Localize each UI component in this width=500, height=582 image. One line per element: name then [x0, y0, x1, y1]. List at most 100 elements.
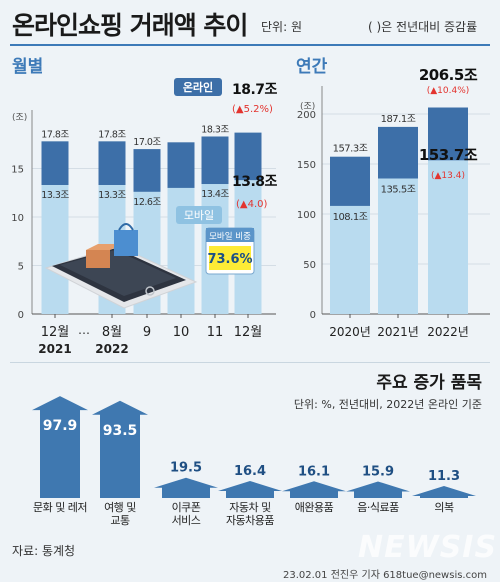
yearly-latest-online-value: 206.5조 — [419, 66, 478, 84]
item-value-label: 19.5 — [170, 461, 202, 476]
header-divider — [10, 44, 490, 46]
package-box-top — [86, 244, 122, 250]
monthly-label-online: 18.3조 — [201, 124, 229, 135]
item-value-label: 97.9 — [43, 418, 78, 434]
item-arrow — [218, 480, 282, 498]
mobile-share-highlight — [209, 246, 251, 270]
shopping-bag-handle — [118, 223, 134, 231]
monthly-x-sublabel: 2021 — [38, 342, 71, 356]
yearly-label-mobile: 108.1조 — [333, 212, 368, 223]
item-value-label: 93.5 — [103, 423, 138, 439]
watermark: NEWSIS — [358, 530, 498, 565]
yearly-y-tick: 0 — [310, 310, 316, 321]
shopping-bag-icon — [114, 230, 138, 256]
yearly-label-mobile: 135.5조 — [381, 185, 416, 196]
yearly-bar-mobile — [378, 178, 418, 314]
legend-online-label: 온라인 — [183, 80, 213, 94]
monthly-x-sublabel: 2022 — [95, 342, 128, 356]
item-arrow — [154, 477, 218, 498]
monthly-y-unit: (조) — [12, 113, 27, 123]
yearly-y-tick: 100 — [297, 210, 316, 221]
item-arrow — [32, 396, 88, 498]
monthly-gap-marker: … — [78, 323, 90, 337]
item-category-label: 의복 — [434, 501, 454, 514]
yearly-latest-online-change: (▲10.4%) — [427, 86, 470, 96]
yearly-y-tick: 200 — [297, 110, 316, 121]
item-arrow — [282, 481, 346, 498]
mobile-share-header — [206, 228, 254, 242]
source-note: 자료: 통계청 — [12, 544, 76, 558]
item-category-label: 이쿠폰 — [172, 501, 201, 514]
monthly-y-tick: 10 — [11, 213, 24, 224]
monthly-label-online: 17.8조 — [98, 129, 126, 140]
item-category-label: 자동차 및 — [229, 501, 271, 514]
legend-online-badge — [174, 78, 222, 96]
yearly-label-online: 157.3조 — [333, 144, 368, 155]
phone-illustration — [44, 223, 198, 309]
phone-home-button — [145, 286, 155, 296]
item-category-label: 애완용품 — [295, 501, 334, 514]
monthly-x-label: 12월 — [234, 325, 263, 340]
legend-mobile-label: 모바일 — [184, 208, 214, 222]
item-value-label: 16.4 — [234, 464, 266, 479]
item-arrow — [92, 400, 148, 498]
page-title: 온라인쇼핑 거래액 추이 — [12, 11, 248, 40]
yearly-label-online: 187.1조 — [381, 114, 416, 125]
item-category-label: 음·식료품 — [357, 501, 399, 514]
yearly-bar-mobile — [330, 205, 370, 314]
yearly-y-unit: (조) — [300, 102, 315, 112]
monthly-x-label: 11 — [207, 325, 224, 340]
items-subtitle: 단위: %, 전년대비, 2022년 온라인 기준 — [294, 398, 482, 411]
monthly-latest-online-change: (▲5.2%) — [232, 104, 273, 115]
item-category-label: 문화 및 레저 — [33, 501, 87, 514]
monthly-label-mobile: 12.6조 — [133, 197, 161, 208]
item-category-label: 자동차용품 — [226, 514, 274, 527]
section-divider — [10, 362, 490, 363]
monthly-x-label: 8월 — [102, 325, 122, 340]
monthly-chart: 월별 (조) 0 5 10 15 17.8조 13.3조 12월 2021 17.8조 13.3조 8월… — [11, 57, 278, 356]
yearly-title: 연간 — [296, 57, 328, 77]
mobile-share-label: 모바일 비중 — [209, 231, 251, 242]
yearly-x-label: 2022년 — [427, 325, 469, 339]
change-note: ( )은 전년대비 증감률 — [368, 20, 478, 34]
monthly-x-label: 10 — [173, 325, 190, 340]
monthly-label-mobile: 13.4조 — [201, 189, 229, 200]
monthly-y-tick: 5 — [18, 262, 24, 273]
monthly-label-mobile: 13.3조 — [98, 190, 126, 201]
monthly-label-online: 17.8조 — [41, 129, 69, 140]
monthly-x-label: 9 — [143, 325, 151, 340]
yearly-chart: 연간 (조) 0 50 100 150 200 157.3조 108.1조 2020년 187.1조… — [296, 57, 490, 339]
item-value-label: 15.9 — [362, 464, 394, 479]
monthly-label-mobile: 13.3조 — [41, 190, 69, 201]
item-arrow — [346, 481, 410, 498]
yearly-y-tick: 150 — [297, 160, 316, 171]
yearly-x-label: 2021년 — [377, 325, 419, 339]
monthly-title: 월별 — [12, 57, 43, 77]
credit-note: 23.02.01 전진우 기자 618tue@newsis.com — [283, 570, 487, 581]
yearly-latest-mobile-value: 153.7조 — [419, 146, 478, 164]
package-box-icon — [86, 250, 110, 268]
item-value-label: 16.1 — [298, 464, 330, 479]
monthly-latest-mobile-change: (▲4.0) — [236, 199, 267, 210]
yearly-y-tick: 50 — [303, 260, 316, 271]
monthly-y-tick: 0 — [18, 310, 24, 321]
monthly-bar-mobile — [41, 184, 69, 314]
unit-label: 단위: 원 — [261, 20, 302, 34]
monthly-latest-online-value: 18.7조 — [232, 82, 278, 98]
item-category-label: 교통 — [110, 514, 130, 527]
monthly-y-tick: 15 — [11, 165, 24, 176]
item-arrow — [412, 486, 476, 498]
monthly-x-label: 12월 — [41, 325, 70, 340]
mobile-share-value: 73.6% — [207, 252, 252, 267]
yearly-x-label: 2020년 — [329, 325, 371, 339]
item-value-label: 11.3 — [428, 469, 460, 484]
item-category-label: 서비스 — [172, 514, 201, 527]
monthly-latest-mobile-value: 13.8조 — [232, 174, 278, 190]
yearly-bar-mobile — [428, 160, 468, 314]
yearly-latest-mobile-change: (▲13.4) — [431, 171, 465, 181]
legend-mobile-badge — [176, 206, 222, 224]
item-category-label: 여행 및 — [104, 501, 136, 514]
items-title: 주요 증가 품목 — [376, 373, 482, 393]
